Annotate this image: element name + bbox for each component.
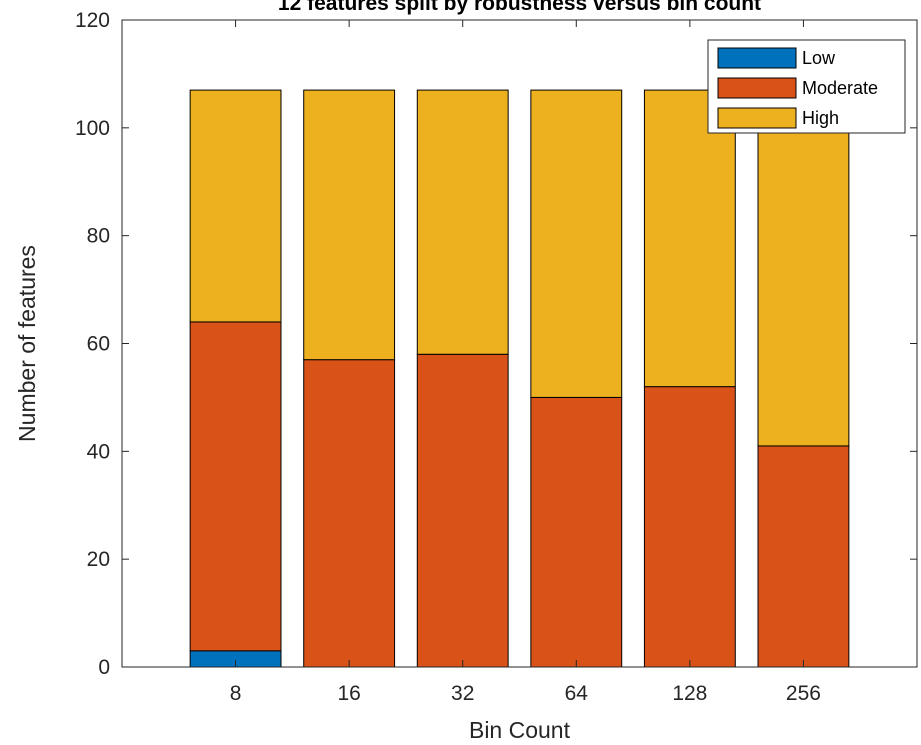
x-tick-label: 128 [672,682,707,705]
bar-segment-moderate-16 [303,359,396,668]
legend-swatch-high [717,107,797,129]
y-tick-label: 80 [87,225,110,248]
y-tick-label: 40 [87,440,110,463]
y-tick-label: 0 [98,656,110,679]
legend-label-high: High [802,108,839,128]
chart-title: 12 features split by robustness versus b… [278,0,761,15]
bar-segment-moderate-64 [530,396,623,668]
x-axis-title: Bin Count [469,717,571,743]
x-tick-label: 32 [451,682,474,705]
bar-segment-moderate-8 [189,321,282,652]
legend-label-low: Low [802,48,836,68]
bar-segment-moderate-256 [757,445,850,668]
x-tick-label: 16 [337,682,360,705]
ticks-group: 0 20 40 60 80 100 120 8 16 32 64 128 256 [75,9,917,705]
x-tick-label: 64 [565,682,589,705]
x-tick-label: 256 [786,682,821,705]
bar-segment-high-16 [303,89,396,361]
y-tick-label: 20 [87,548,110,571]
legend: Low Moderate High [707,39,906,134]
y-tick-label: 100 [75,117,110,140]
bar-segment-moderate-32 [416,353,509,668]
bar-segment-high-8 [189,89,282,323]
y-tick-label: 60 [87,333,110,356]
bar-segment-high-256 [757,89,850,447]
bar-segment-high-32 [416,89,509,355]
y-axis-title: Number of features [14,245,40,442]
x-tick-label: 8 [230,682,242,705]
bar-segment-moderate-128 [643,386,736,668]
legend-swatch-moderate [717,77,797,99]
y-tick-label: 120 [75,9,110,32]
bar-segment-high-64 [530,89,623,398]
bars-group [189,89,850,668]
bar-segment-high-128 [643,89,736,388]
legend-label-moderate: Moderate [802,78,878,98]
legend-swatch-low [717,47,797,69]
